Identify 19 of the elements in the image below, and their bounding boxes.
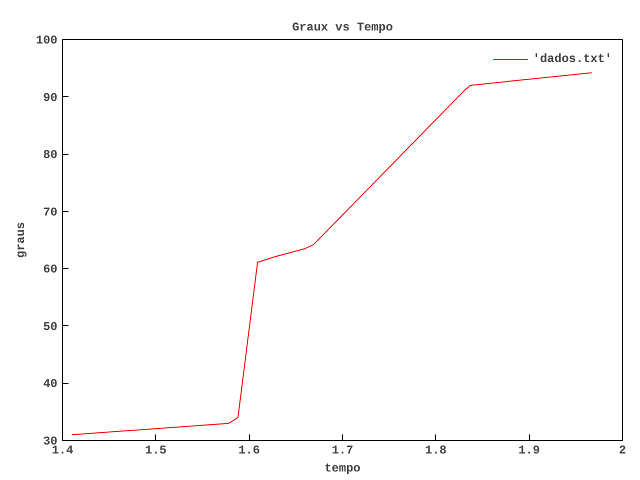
x-tick-label: 1.8	[425, 444, 447, 458]
y-axis-title: graus	[14, 222, 28, 258]
y-tick-label: 50	[43, 320, 58, 334]
line-series	[71, 72, 592, 436]
chart-title: Graux vs Tempo	[292, 20, 393, 34]
y-tick-label: 60	[43, 262, 58, 277]
x-tick-label: 2	[618, 444, 626, 458]
x-tick-label: 1.6	[238, 444, 260, 458]
y-tick-label: 80	[43, 148, 58, 162]
y-tick-label: 90	[43, 90, 58, 105]
x-tick-label: 1.9	[518, 444, 540, 458]
y-tick-label: 70	[43, 205, 58, 220]
legend-label: 'dados.txt'	[532, 52, 612, 66]
x-tick-label: 1.7	[332, 444, 354, 458]
y-tick-label: 100	[36, 34, 58, 48]
x-tick-label: 1.4	[52, 444, 74, 458]
y-tick-label: 40	[43, 377, 58, 392]
x-tick-label: 1.5	[145, 444, 167, 458]
x-axis-title: tempo	[324, 462, 361, 476]
